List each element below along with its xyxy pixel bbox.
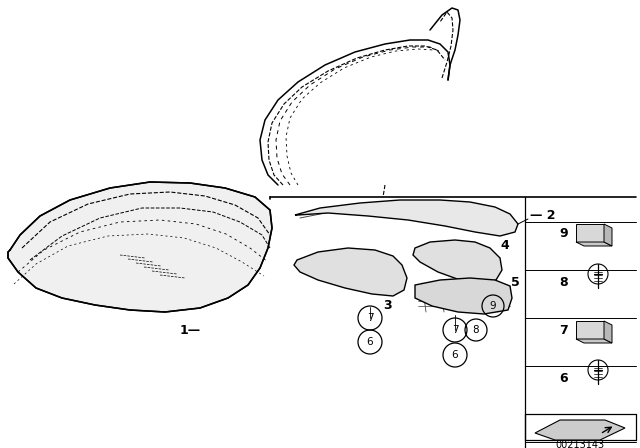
Polygon shape [604, 224, 612, 246]
Text: 9: 9 [490, 301, 496, 311]
Text: 8: 8 [473, 325, 479, 335]
Text: 7: 7 [367, 313, 373, 323]
Polygon shape [576, 224, 604, 242]
Polygon shape [604, 321, 612, 343]
Polygon shape [535, 420, 625, 440]
Text: — 2: — 2 [530, 208, 556, 221]
Polygon shape [294, 248, 407, 296]
Polygon shape [295, 200, 518, 236]
Text: 3: 3 [384, 298, 392, 311]
Text: 1—: 1— [179, 323, 200, 336]
Text: 4: 4 [500, 238, 509, 251]
Text: 6: 6 [452, 350, 458, 360]
Text: 00213143: 00213143 [556, 440, 605, 448]
Polygon shape [8, 182, 272, 312]
Text: 6: 6 [559, 371, 568, 384]
Polygon shape [415, 278, 512, 314]
Polygon shape [413, 240, 502, 284]
Text: 8: 8 [559, 276, 568, 289]
Polygon shape [576, 321, 604, 339]
Text: 7: 7 [559, 323, 568, 336]
Polygon shape [576, 339, 612, 343]
Polygon shape [576, 242, 612, 246]
Text: 7: 7 [452, 325, 458, 335]
Text: 9: 9 [559, 227, 568, 240]
Text: 5: 5 [511, 276, 520, 289]
Text: 6: 6 [367, 337, 373, 347]
